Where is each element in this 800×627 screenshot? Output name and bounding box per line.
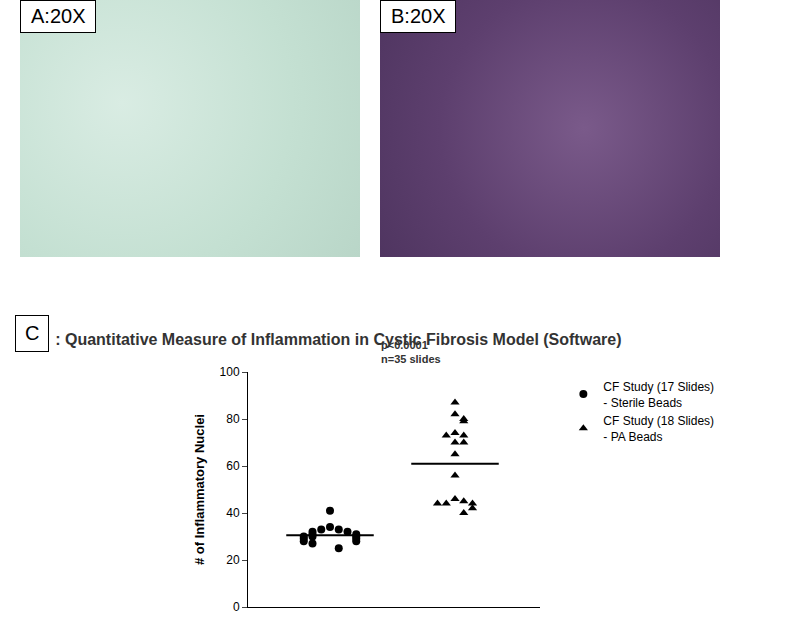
- svg-text:: Quantitative Measure of Infl: : Quantitative Measure of Inflammation i…: [55, 331, 621, 348]
- svg-text:80: 80: [226, 412, 240, 426]
- svg-text:100: 100: [220, 365, 240, 379]
- html-text:A:20X: A:20X: [31, 5, 86, 27]
- svg-text:20: 20: [226, 553, 240, 567]
- html-text:C: C: [25, 322, 40, 344]
- svg-text:CF Study (18 Slides)- PA Beads: CF Study (18 Slides)- PA Beads: [603, 414, 714, 444]
- svg-text:60: 60: [226, 459, 240, 473]
- svg-text:0: 0: [233, 600, 240, 614]
- svg-text:# of Inflammatory Nuclei: # of Inflammatory Nuclei: [192, 414, 207, 565]
- html-text:B:20X: B:20X: [391, 5, 446, 27]
- svg-text:CF Study (17 Slides)- Sterile: CF Study (17 Slides)- Sterile Beads: [603, 380, 714, 410]
- svg-text:p<0.0001n=35 slides: p<0.0001n=35 slides: [381, 339, 441, 365]
- svg-text:40: 40: [226, 506, 240, 520]
